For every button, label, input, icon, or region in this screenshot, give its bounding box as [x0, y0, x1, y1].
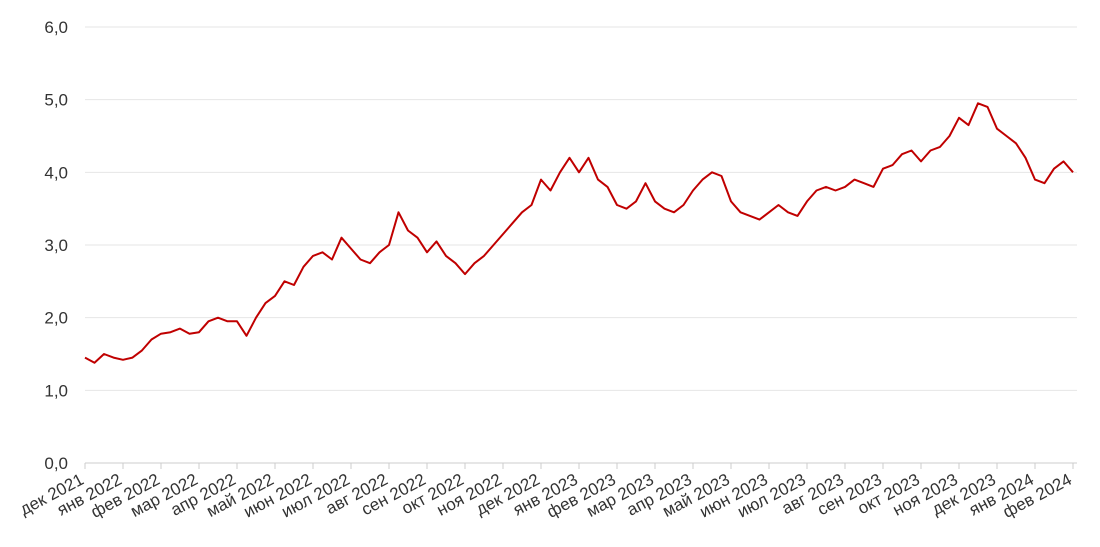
data-line — [84, 102, 1074, 364]
y-tick-label: 3,0 — [44, 236, 68, 255]
y-tick-label: 5,0 — [44, 91, 68, 110]
y-tick-label: 4,0 — [44, 163, 68, 182]
y-tick-label: 0,0 — [44, 454, 68, 473]
y-tick-label: 1,0 — [44, 381, 68, 400]
y-tick-label: 6,0 — [44, 18, 68, 37]
y-tick-label: 2,0 — [44, 309, 68, 328]
